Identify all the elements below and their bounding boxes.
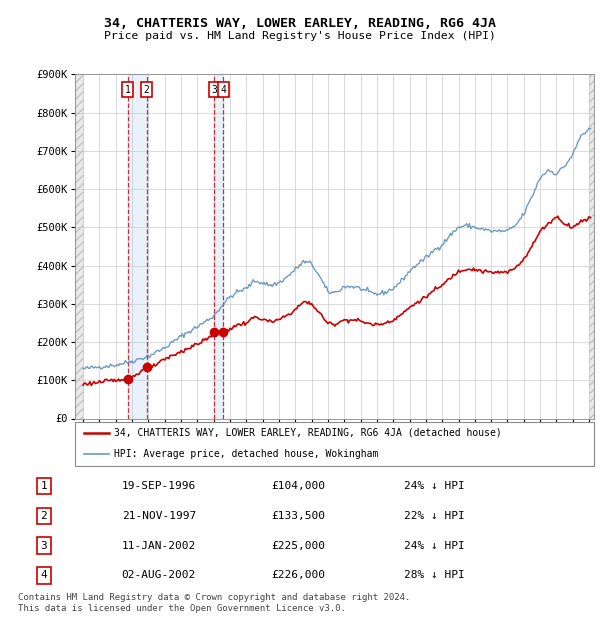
- Text: HPI: Average price, detached house, Wokingham: HPI: Average price, detached house, Woki…: [114, 449, 379, 459]
- Text: 21-NOV-1997: 21-NOV-1997: [122, 511, 196, 521]
- Text: Price paid vs. HM Land Registry's House Price Index (HPI): Price paid vs. HM Land Registry's House …: [104, 31, 496, 41]
- Text: 22% ↓ HPI: 22% ↓ HPI: [404, 511, 464, 521]
- Bar: [589, 74, 594, 418]
- FancyBboxPatch shape: [75, 422, 594, 466]
- Text: 11-JAN-2002: 11-JAN-2002: [122, 541, 196, 551]
- Text: £133,500: £133,500: [271, 511, 325, 521]
- Text: 34, CHATTERIS WAY, LOWER EARLEY, READING, RG6 4JA (detached house): 34, CHATTERIS WAY, LOWER EARLEY, READING…: [114, 428, 502, 438]
- Text: 24% ↓ HPI: 24% ↓ HPI: [404, 481, 464, 491]
- Text: £226,000: £226,000: [271, 570, 325, 580]
- Text: 1: 1: [125, 85, 130, 95]
- Text: 2: 2: [41, 511, 47, 521]
- Text: Contains HM Land Registry data © Crown copyright and database right 2024.
This d: Contains HM Land Registry data © Crown c…: [18, 593, 410, 613]
- Text: 3: 3: [211, 85, 217, 95]
- Text: £104,000: £104,000: [271, 481, 325, 491]
- Text: 2: 2: [144, 85, 149, 95]
- Text: £225,000: £225,000: [271, 541, 325, 551]
- Text: 19-SEP-1996: 19-SEP-1996: [122, 481, 196, 491]
- Text: 02-AUG-2002: 02-AUG-2002: [122, 570, 196, 580]
- Text: 4: 4: [220, 85, 226, 95]
- Text: 4: 4: [41, 570, 47, 580]
- Text: 34, CHATTERIS WAY, LOWER EARLEY, READING, RG6 4JA: 34, CHATTERIS WAY, LOWER EARLEY, READING…: [104, 17, 496, 30]
- Bar: [589, 74, 594, 418]
- Bar: [128, 74, 146, 418]
- Bar: [75, 74, 83, 418]
- Bar: [214, 74, 223, 418]
- Text: 1: 1: [41, 481, 47, 491]
- Text: 24% ↓ HPI: 24% ↓ HPI: [404, 541, 464, 551]
- Text: 3: 3: [41, 541, 47, 551]
- Bar: [75, 74, 83, 418]
- Text: 28% ↓ HPI: 28% ↓ HPI: [404, 570, 464, 580]
